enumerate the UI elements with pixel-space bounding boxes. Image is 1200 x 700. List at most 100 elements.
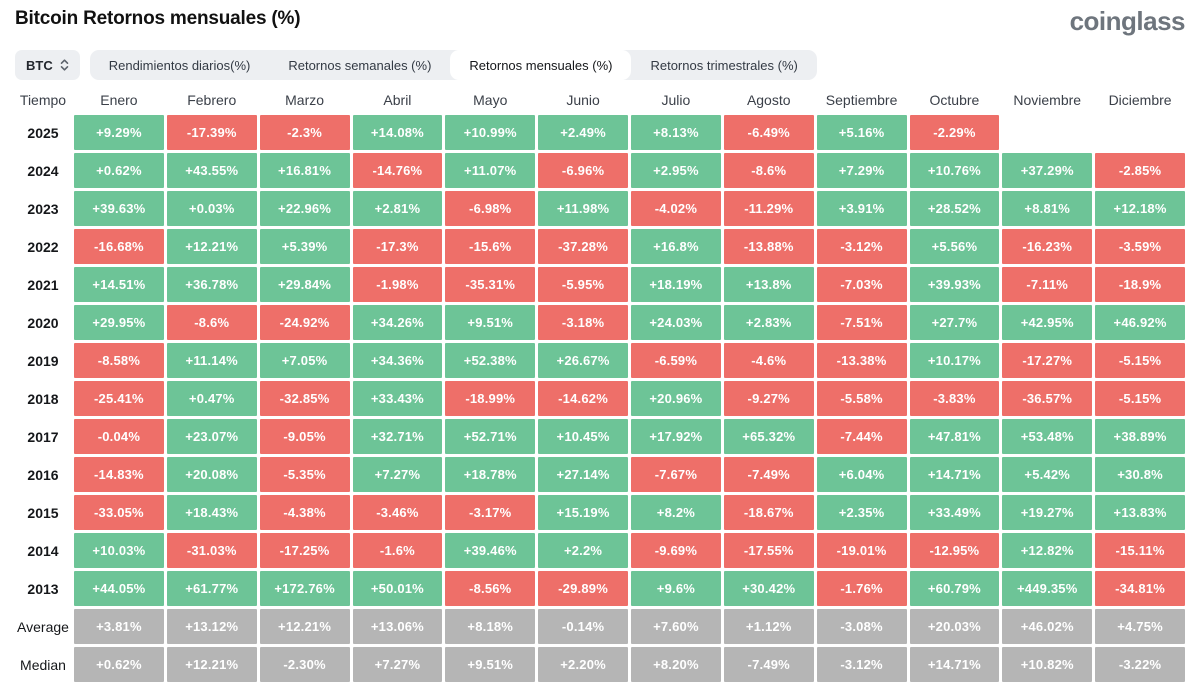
- return-cell: -14.62%: [538, 381, 628, 416]
- return-cell: +50.01%: [352, 571, 443, 606]
- return-cell: +18.19%: [631, 267, 721, 302]
- return-cell: +12.21%: [259, 609, 350, 644]
- return-cell: +5.39%: [259, 229, 350, 264]
- return-cell: +29.84%: [259, 267, 350, 302]
- return-cell: +13.06%: [352, 609, 443, 644]
- row-label-average: Average: [17, 618, 69, 635]
- tab-quarterly-returns[interactable]: Retornos trimestrales (%): [631, 50, 816, 80]
- return-cell: +5.42%: [1002, 457, 1093, 492]
- updown-arrows-icon: [60, 59, 69, 71]
- return-cell: +28.52%: [909, 191, 1000, 226]
- return-cell: +2.2%: [538, 533, 628, 568]
- return-cell: -8.56%: [445, 571, 536, 606]
- return-cell: -35.31%: [445, 267, 536, 302]
- row-label-median: Median: [20, 656, 66, 673]
- return-cell: -0.14%: [538, 609, 628, 644]
- return-cell: +5.16%: [816, 115, 907, 150]
- tab-weekly-returns[interactable]: Retornos semanales (%): [269, 50, 450, 80]
- return-cell: -13.88%: [723, 229, 814, 264]
- return-cell: -12.95%: [909, 533, 1000, 568]
- return-cell: +23.07%: [166, 419, 257, 454]
- return-cell: +7.27%: [352, 457, 443, 492]
- return-cell: +16.8%: [631, 229, 721, 264]
- return-cell: +10.03%: [74, 533, 164, 568]
- col-header-septiembre: Septiembre: [825, 92, 898, 108]
- coinglass-logo: coinglass: [1069, 6, 1186, 36]
- return-cell: -5.35%: [259, 457, 350, 492]
- row-label-2022: 2022: [27, 238, 59, 255]
- return-cell: -2.3%: [259, 115, 350, 150]
- tab-daily-returns[interactable]: Rendimientos diarios(%): [90, 50, 270, 80]
- return-cell: -36.57%: [1002, 381, 1093, 416]
- return-cell: +47.81%: [909, 419, 1000, 454]
- return-cell: -7.51%: [816, 305, 907, 340]
- return-cell: +11.07%: [445, 153, 536, 188]
- return-cell: -2.85%: [1095, 153, 1185, 188]
- return-cell: +9.51%: [445, 647, 536, 682]
- return-cell: -6.96%: [538, 153, 628, 188]
- return-cell: +16.81%: [259, 153, 350, 188]
- col-header-time: Tiempo: [19, 92, 67, 108]
- return-cell: +8.81%: [1002, 191, 1093, 226]
- return-cell: -15.6%: [445, 229, 536, 264]
- return-cell: -15.11%: [1095, 533, 1185, 568]
- return-cell: +172.76%: [259, 571, 350, 606]
- return-cell: +44.05%: [74, 571, 164, 606]
- return-cell: -7.67%: [631, 457, 721, 492]
- return-cell: +33.49%: [909, 495, 1000, 530]
- coin-selector[interactable]: BTC: [15, 50, 80, 80]
- return-cell: -5.58%: [816, 381, 907, 416]
- return-cell: +43.55%: [166, 153, 257, 188]
- return-cell: +12.21%: [166, 647, 257, 682]
- return-cell: -18.67%: [723, 495, 814, 530]
- col-header-enero: Enero: [100, 92, 138, 108]
- return-cell: -1.98%: [352, 267, 443, 302]
- return-cell: +2.83%: [723, 305, 814, 340]
- return-cell: +10.82%: [1002, 647, 1093, 682]
- return-cell: -37.28%: [538, 229, 628, 264]
- return-cell: -4.38%: [259, 495, 350, 530]
- return-cell: -16.68%: [74, 229, 164, 264]
- return-cell: -0.04%: [74, 419, 164, 454]
- return-cell: +26.67%: [538, 343, 628, 378]
- return-cell: +12.21%: [166, 229, 257, 264]
- return-cell: +19.27%: [1002, 495, 1093, 530]
- return-cell: +42.95%: [1002, 305, 1093, 340]
- return-cell: -2.29%: [909, 115, 1000, 150]
- row-label-2019: 2019: [27, 352, 59, 369]
- return-cell: +53.48%: [1002, 419, 1093, 454]
- return-cell: +2.81%: [352, 191, 443, 226]
- return-cell: +46.02%: [1002, 609, 1093, 644]
- row-label-2014: 2014: [27, 542, 59, 559]
- return-cell: +24.03%: [631, 305, 721, 340]
- top-bar: Bitcoin Retornos mensuales (%) coinglass: [15, 6, 1186, 42]
- return-cell: +36.78%: [166, 267, 257, 302]
- col-header-agosto: Agosto: [746, 92, 791, 108]
- return-cell: -5.15%: [1095, 381, 1185, 416]
- return-cell: +18.78%: [445, 457, 536, 492]
- return-cell: +0.03%: [166, 191, 257, 226]
- return-cell: +8.2%: [631, 495, 721, 530]
- col-header-octubre: Octubre: [929, 92, 980, 108]
- return-cell: +12.82%: [1002, 533, 1093, 568]
- page-title: Bitcoin Retornos mensuales (%): [15, 8, 301, 29]
- return-cell: -2.30%: [259, 647, 350, 682]
- return-cell: -6.49%: [723, 115, 814, 150]
- return-cell: -3.18%: [538, 305, 628, 340]
- return-cell: +7.27%: [352, 647, 443, 682]
- return-cell: -5.15%: [1095, 343, 1185, 378]
- return-cell: -9.69%: [631, 533, 721, 568]
- return-cell: +11.14%: [166, 343, 257, 378]
- return-cell: +8.18%: [445, 609, 536, 644]
- return-cell: -3.12%: [816, 229, 907, 264]
- return-cell: -4.6%: [723, 343, 814, 378]
- return-cell: +20.03%: [909, 609, 1000, 644]
- return-cell: +14.08%: [352, 115, 443, 150]
- tab-monthly-returns[interactable]: Retornos mensuales (%): [450, 50, 632, 80]
- return-cell: -8.6%: [723, 153, 814, 188]
- return-cell: +2.20%: [538, 647, 628, 682]
- return-cell: -3.12%: [816, 647, 907, 682]
- return-cell: +7.60%: [631, 609, 721, 644]
- return-cell: +61.77%: [166, 571, 257, 606]
- return-cell: +4.75%: [1095, 609, 1185, 644]
